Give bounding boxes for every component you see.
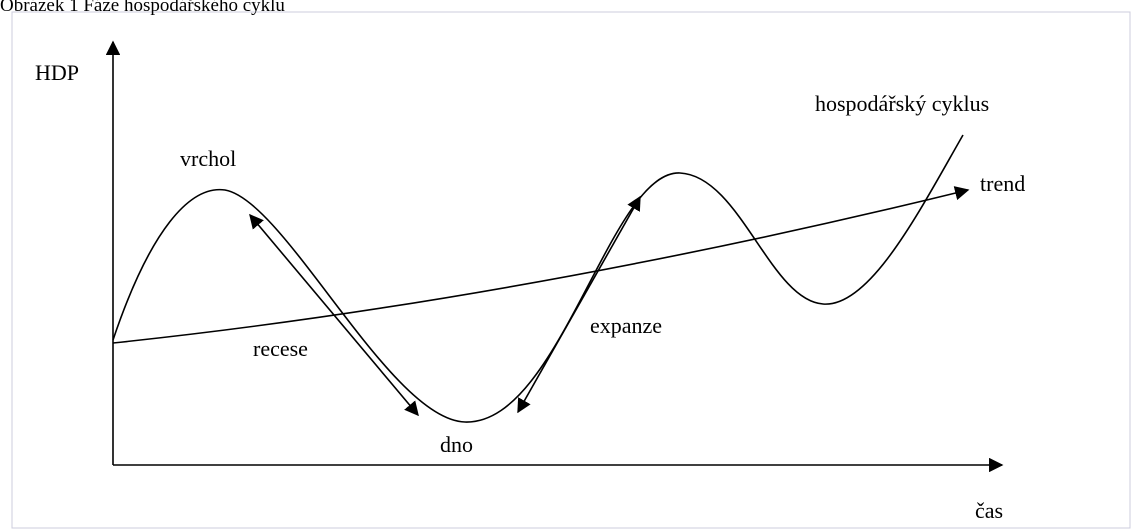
recession-label: recese bbox=[253, 336, 308, 361]
x-axis-label: čas bbox=[975, 498, 1003, 523]
caption: Obrázek 1 Fáze hospodářského cyklu bbox=[0, 0, 285, 16]
cycle-label: hospodářský cyklus bbox=[815, 91, 989, 116]
frame bbox=[11, 11, 1131, 529]
recession-arrow bbox=[249, 213, 419, 417]
expansion-label: expanze bbox=[590, 313, 662, 338]
trough-label: dno bbox=[440, 432, 473, 457]
trend-label: trend bbox=[980, 171, 1025, 196]
expansion-arrow bbox=[517, 195, 641, 414]
y-axis-label: HDP bbox=[35, 60, 79, 85]
peak-label: vrchol bbox=[180, 146, 236, 171]
cycle-curve bbox=[112, 134, 964, 423]
trend-line bbox=[112, 186, 970, 344]
